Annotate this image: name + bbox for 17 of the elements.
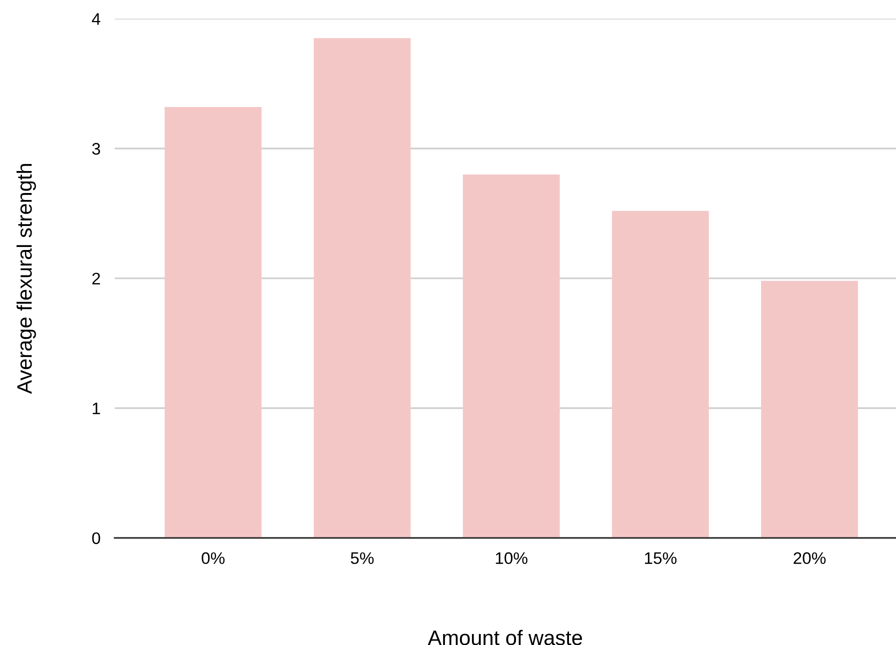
x-tick-label: 20% — [794, 552, 826, 564]
x-tick-label: 15% — [645, 552, 676, 564]
bar — [462, 174, 560, 538]
y-tick-label: 1 — [92, 402, 100, 414]
x-tick-label: 0% — [202, 552, 225, 564]
x-tick-label: 5% — [350, 552, 374, 564]
bar — [314, 38, 411, 538]
y-tick-label: 0 — [92, 532, 100, 544]
y-tick-label: 3 — [92, 142, 100, 155]
bar — [612, 210, 709, 538]
y-axis-title: Average flexural strength — [16, 164, 36, 394]
x-axis-title: Amount of waste — [428, 630, 582, 645]
y-tick-label: 2 — [92, 272, 100, 284]
y-tick-label: 4 — [92, 13, 100, 25]
x-tick-label: 10% — [496, 552, 528, 564]
bar — [761, 280, 858, 538]
bar — [164, 106, 262, 538]
